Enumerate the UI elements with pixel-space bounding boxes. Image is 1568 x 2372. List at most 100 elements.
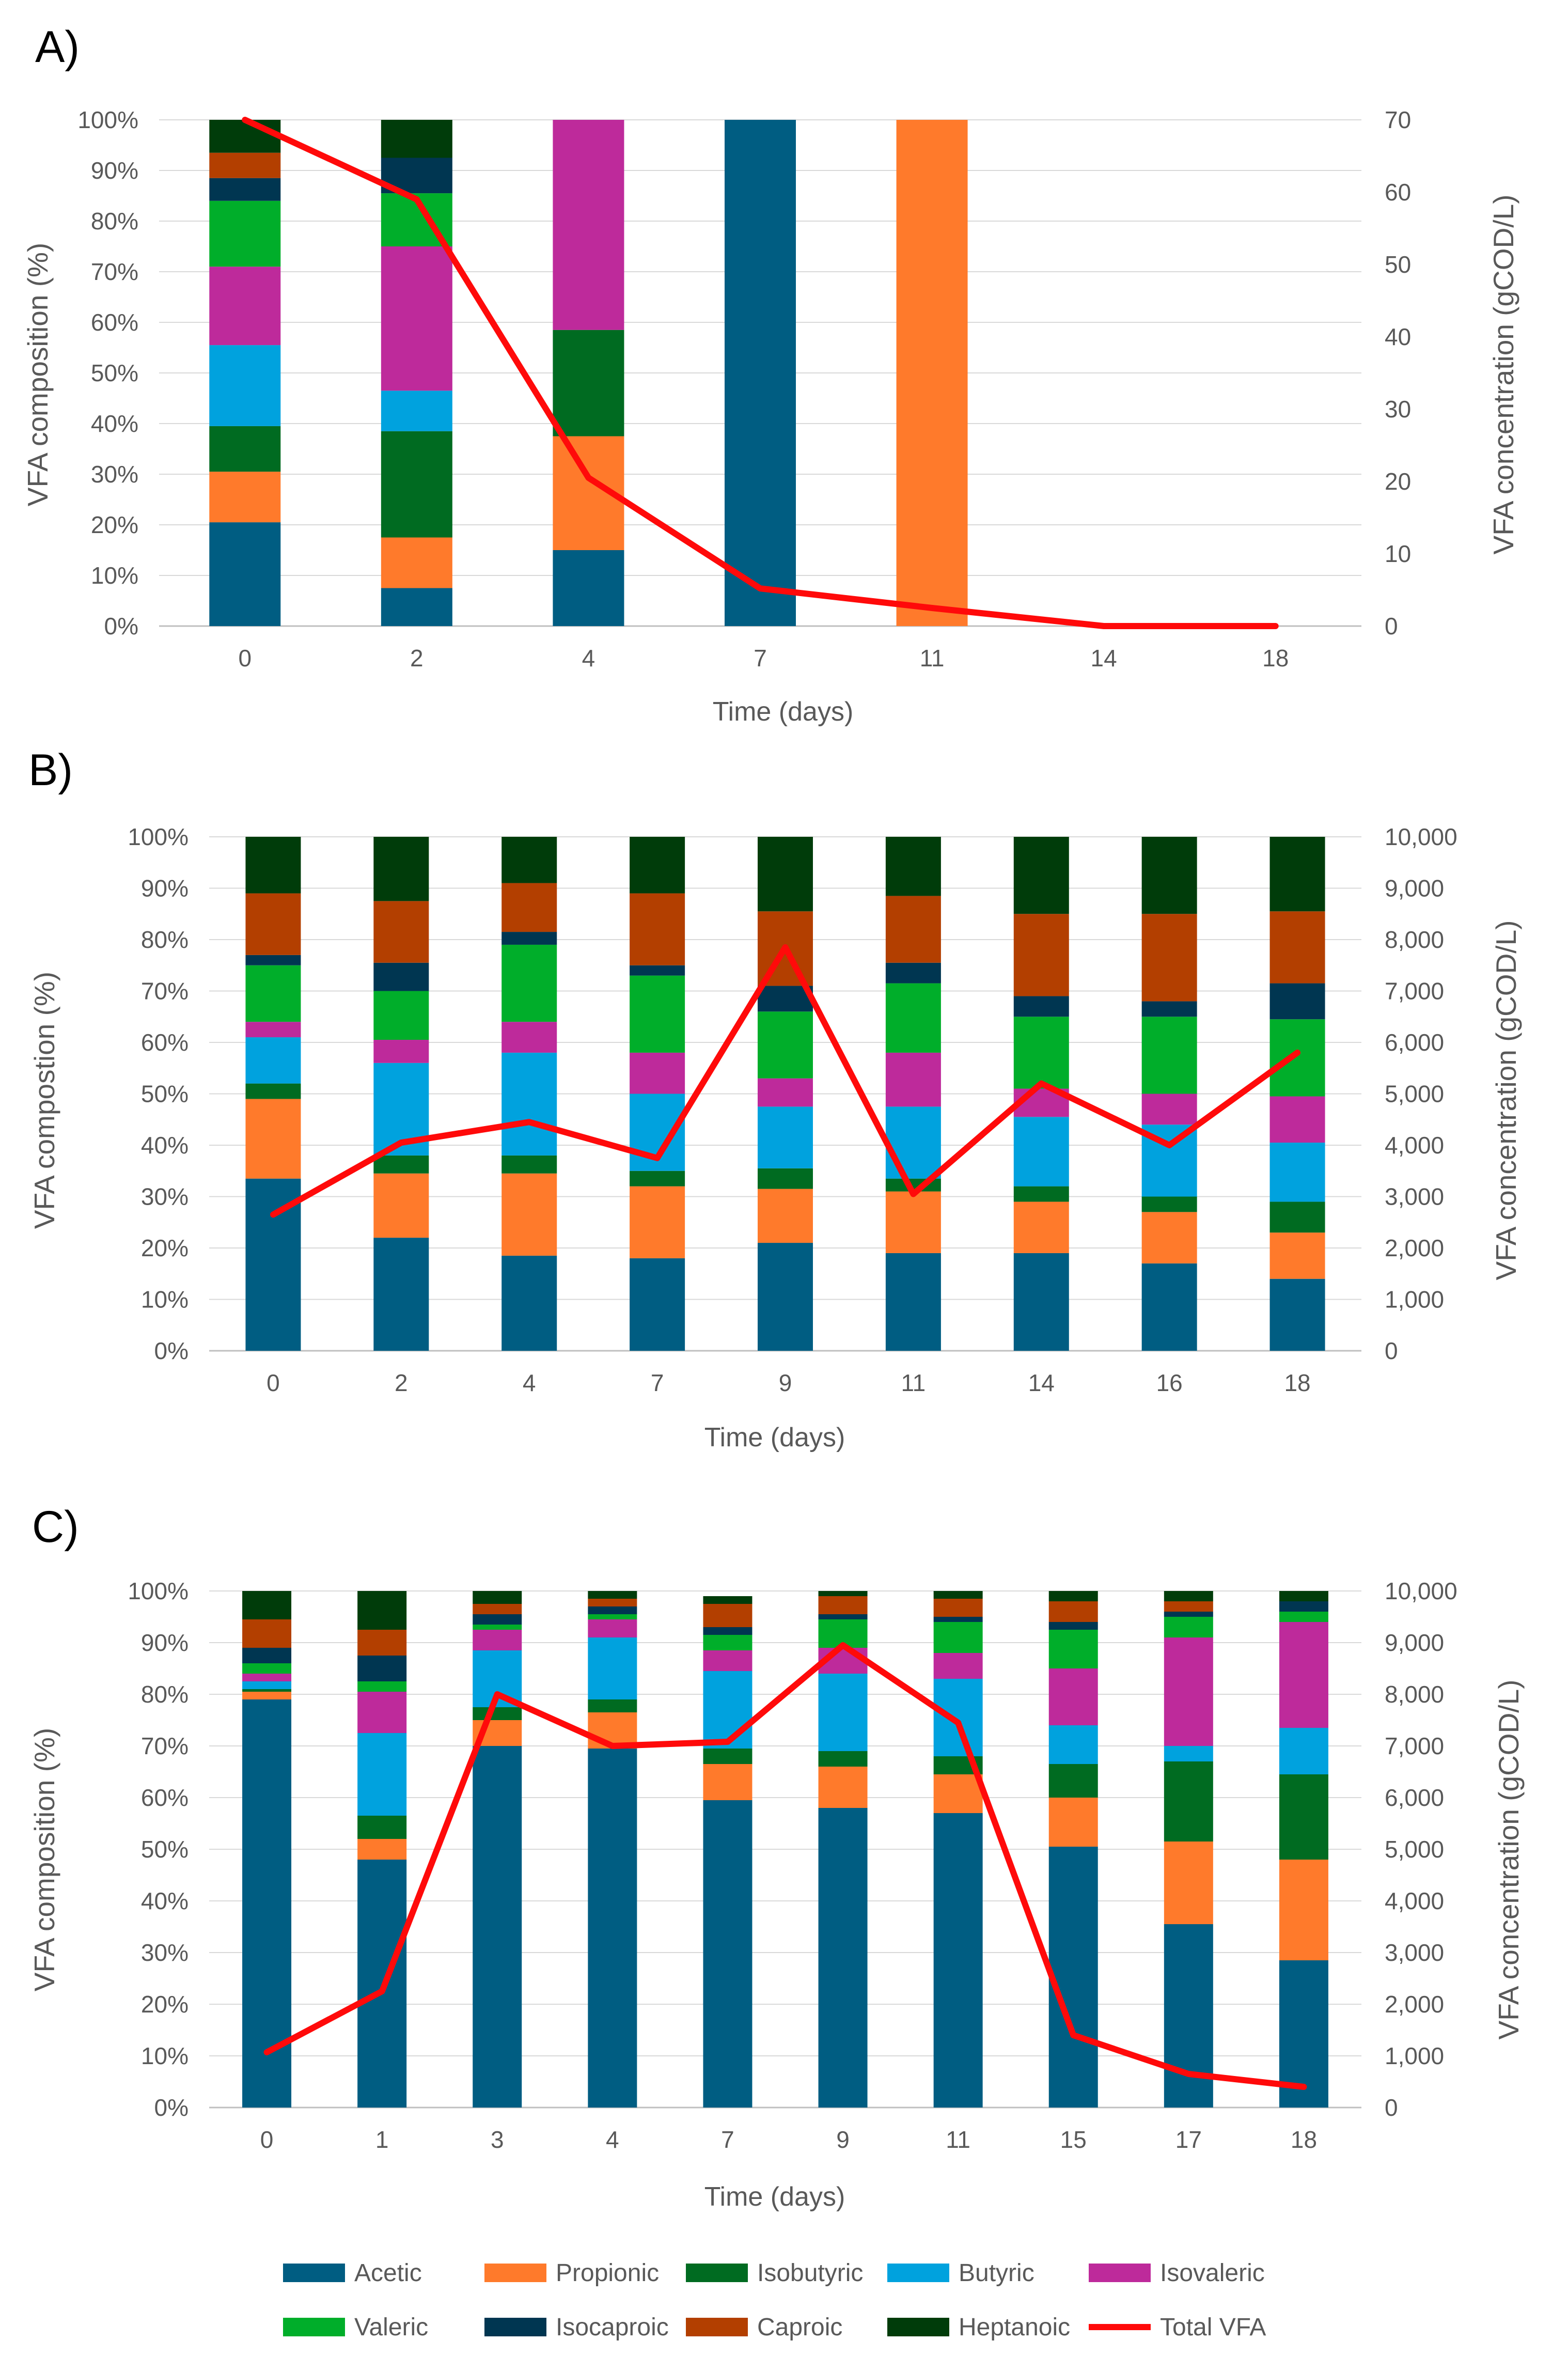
legend-swatch-heptanoic bbox=[887, 2318, 949, 2336]
x-tick-label-b-5: 11 bbox=[901, 1369, 926, 1396]
x-tick-label-c-2: 3 bbox=[491, 2126, 504, 2153]
bar-c-day-3-valeric bbox=[473, 1625, 522, 1630]
legend-swatch-acetic bbox=[283, 2264, 345, 2282]
y-tick-label-c-10: 100% bbox=[128, 1578, 189, 1604]
y-tick-label-b-6: 60% bbox=[141, 1029, 189, 1056]
bar-b-day-11-heptanoic bbox=[885, 837, 941, 896]
bar-b-day-9-isobutyric bbox=[758, 1168, 813, 1189]
legend-swatch-butyric bbox=[887, 2264, 949, 2282]
y-tick-label-a-3: 30% bbox=[91, 461, 138, 488]
chart-panel-a: A) VFA composition (%) VFA concentration… bbox=[22, 22, 1519, 727]
y2-tick-label-a-0: 0 bbox=[1385, 613, 1398, 639]
bar-b-day-7-isobutyric bbox=[630, 1171, 685, 1187]
total-vfa-point-b-1 bbox=[400, 1142, 402, 1144]
bar-b-day-4-isobutyric bbox=[501, 1155, 557, 1174]
y-tick-label-c-8: 80% bbox=[141, 1681, 189, 1708]
bar-b-day-11-butyric bbox=[885, 1106, 941, 1179]
y-tick-label-a-2: 20% bbox=[91, 511, 138, 538]
panel-label-b: B) bbox=[28, 745, 73, 795]
bar-c-day-9-acetic bbox=[818, 1808, 868, 2108]
bar-c-day-1-isovaleric bbox=[357, 1692, 407, 1733]
y-tick-label-b-0: 0% bbox=[154, 1337, 189, 1364]
bar-c-day-17-acetic bbox=[1164, 1924, 1213, 2108]
bar-b-day-7-valeric bbox=[630, 975, 685, 1053]
y-tick-label-c-4: 40% bbox=[141, 1887, 189, 1914]
bar-c-day-1-propionic bbox=[357, 1839, 407, 1860]
bar-a-day-2-heptanoic bbox=[381, 120, 452, 158]
y-tick-label-a-10: 100% bbox=[77, 106, 138, 133]
bar-b-day-16-propionic bbox=[1141, 1212, 1197, 1263]
y-tick-label-b-4: 40% bbox=[141, 1132, 189, 1159]
y-tick-label-b-7: 70% bbox=[141, 978, 189, 1005]
bar-b-day-16-isovaleric bbox=[1141, 1094, 1197, 1125]
x-tick-label-c-3: 4 bbox=[606, 2126, 619, 2153]
y2-tick-label-b-8: 8,000 bbox=[1385, 926, 1444, 953]
bar-b-day-2-caproic bbox=[373, 901, 429, 963]
x-tick-label-c-5: 9 bbox=[836, 2126, 850, 2153]
total-vfa-point-a-1 bbox=[416, 199, 417, 200]
total-vfa-line-a bbox=[242, 117, 1279, 629]
x-tick-label-a-1: 2 bbox=[410, 645, 424, 672]
x-tick-label-c-4: 7 bbox=[721, 2126, 734, 2153]
bar-c-day-4-valeric bbox=[588, 1614, 637, 1619]
bar-a-day-2-isovaleric bbox=[381, 246, 452, 391]
x-axis-label-c: Time (days) bbox=[704, 2182, 845, 2212]
y-tick-label-c-0: 0% bbox=[154, 2094, 189, 2121]
bar-c-day-4-caproic bbox=[588, 1599, 637, 1606]
bar-b-day-14-isocaproic bbox=[1013, 996, 1069, 1017]
bar-c-day-18-heptanoic bbox=[1279, 1591, 1328, 1601]
chart-panel-c: C) VFA composition (%) VFA concentration… bbox=[28, 1502, 1525, 2212]
bar-c-day-11-isocaproic bbox=[933, 1617, 983, 1622]
bar-c-day-3-isocaproic bbox=[473, 1614, 522, 1625]
bar-b-day-0-valeric bbox=[245, 965, 301, 1022]
bar-c-day-7-heptanoic bbox=[703, 1596, 752, 1604]
total-vfa-line-b bbox=[270, 944, 1301, 1218]
bar-c-day-0-valeric bbox=[242, 1663, 292, 1674]
bar-b-day-9-isovaleric bbox=[758, 1078, 813, 1107]
bar-b-day-16-heptanoic bbox=[1141, 837, 1197, 914]
bar-b-day-11-isocaproic bbox=[885, 962, 941, 984]
bar-c-day-0-acetic bbox=[242, 1699, 292, 2108]
bar-a-day-0-butyric bbox=[209, 345, 281, 426]
x-axis-label-a: Time (days) bbox=[713, 697, 854, 727]
bar-c-day-18-propionic bbox=[1279, 1860, 1328, 1960]
bar-c-day-3-caproic bbox=[473, 1604, 522, 1614]
bar-b-day-9-propionic bbox=[758, 1189, 813, 1243]
bar-b-day-14-heptanoic bbox=[1013, 837, 1069, 914]
bar-c-day-17-heptanoic bbox=[1164, 1591, 1213, 1601]
bar-a-day-2-butyric bbox=[381, 391, 452, 431]
y2-tick-label-b-10: 10,000 bbox=[1385, 823, 1457, 850]
y2-ticks-c: 0 1,000 2,000 3,000 4,000 5,000 6,000 7,000 8,00… bbox=[1385, 1578, 1457, 2121]
y2-tick-label-a-1: 10 bbox=[1385, 540, 1411, 567]
total-vfa-point-c-8 bbox=[1188, 2073, 1189, 2074]
bar-c-day-17-propionic bbox=[1164, 1842, 1213, 1924]
bar-b-day-18-isovaleric bbox=[1269, 1096, 1325, 1143]
bar-b-day-18-valeric bbox=[1269, 1019, 1325, 1097]
bar-c-day-7-isocaproic bbox=[703, 1627, 752, 1635]
y-ticks-c: 0% 10% 20% 30% 40% 50% 60% 70% 80% 90% 100% bbox=[128, 1578, 189, 2121]
legend-item-valeric: Valeric bbox=[283, 2314, 428, 2341]
bars-b bbox=[245, 837, 1325, 1351]
y2-tick-label-b-1: 1,000 bbox=[1385, 1286, 1444, 1313]
y-tick-label-c-1: 10% bbox=[141, 2042, 189, 2069]
bar-c-day-17-isobutyric bbox=[1164, 1761, 1213, 1842]
y-tick-label-c-2: 20% bbox=[141, 1991, 189, 2018]
bar-c-day-7-butyric bbox=[703, 1671, 752, 1749]
bar-c-day-15-acetic bbox=[1048, 1847, 1098, 2108]
bar-c-day-9-isobutyric bbox=[818, 1751, 868, 1767]
bar-c-day-11-valeric bbox=[933, 1622, 983, 1653]
x-tick-label-b-6: 14 bbox=[1028, 1369, 1055, 1396]
bar-b-day-7-caproic bbox=[630, 893, 685, 965]
legend-item-isovaleric: Isovaleric bbox=[1089, 2259, 1265, 2287]
bars-a bbox=[209, 120, 968, 626]
bar-c-day-11-caproic bbox=[933, 1599, 983, 1617]
x-tick-label-a-6: 18 bbox=[1262, 645, 1289, 672]
bar-c-day-3-acetic bbox=[473, 1746, 522, 2108]
x-tick-label-c-1: 1 bbox=[375, 2126, 389, 2153]
total-vfa-point-a-3 bbox=[760, 588, 761, 589]
bar-b-day-0-butyric bbox=[245, 1037, 301, 1084]
total-vfa-point-c-2 bbox=[496, 1694, 498, 1695]
bar-b-day-7-isocaproic bbox=[630, 965, 685, 976]
legend-label-butyric: Butyric bbox=[959, 2259, 1034, 2287]
bar-b-day-16-acetic bbox=[1141, 1263, 1197, 1351]
